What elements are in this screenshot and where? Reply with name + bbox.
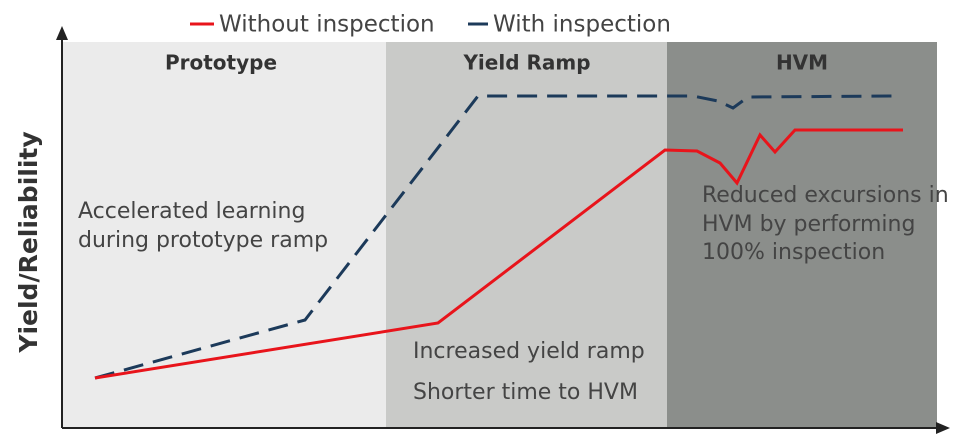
- annotation: Accelerated learning: [78, 199, 305, 224]
- region-title: HVM: [776, 51, 828, 75]
- region-bg: [386, 42, 667, 428]
- with-inspection-line: [94, 94, 896, 380]
- annotation: Shorter time to HVM: [413, 380, 638, 405]
- axis-arrow: [56, 26, 68, 40]
- annotation: HVM by performing: [702, 212, 915, 237]
- region-bg: [62, 42, 386, 428]
- without-inspection-line: [94, 128, 903, 380]
- legend-label: With inspection: [493, 12, 671, 38]
- annotation: during prototype ramp: [78, 228, 328, 253]
- annotation: Increased yield ramp: [413, 339, 645, 364]
- y-axis-label: Yield/Reliability: [14, 131, 43, 353]
- annotation: Reduced excursions in: [702, 183, 949, 208]
- region-bg: [667, 42, 937, 428]
- region-title: Prototype: [165, 51, 277, 75]
- axis-arrow: [936, 422, 950, 434]
- annotation: 100% inspection: [702, 240, 885, 265]
- region-title: Yield Ramp: [462, 51, 590, 75]
- legend-label: Without inspection: [219, 12, 435, 38]
